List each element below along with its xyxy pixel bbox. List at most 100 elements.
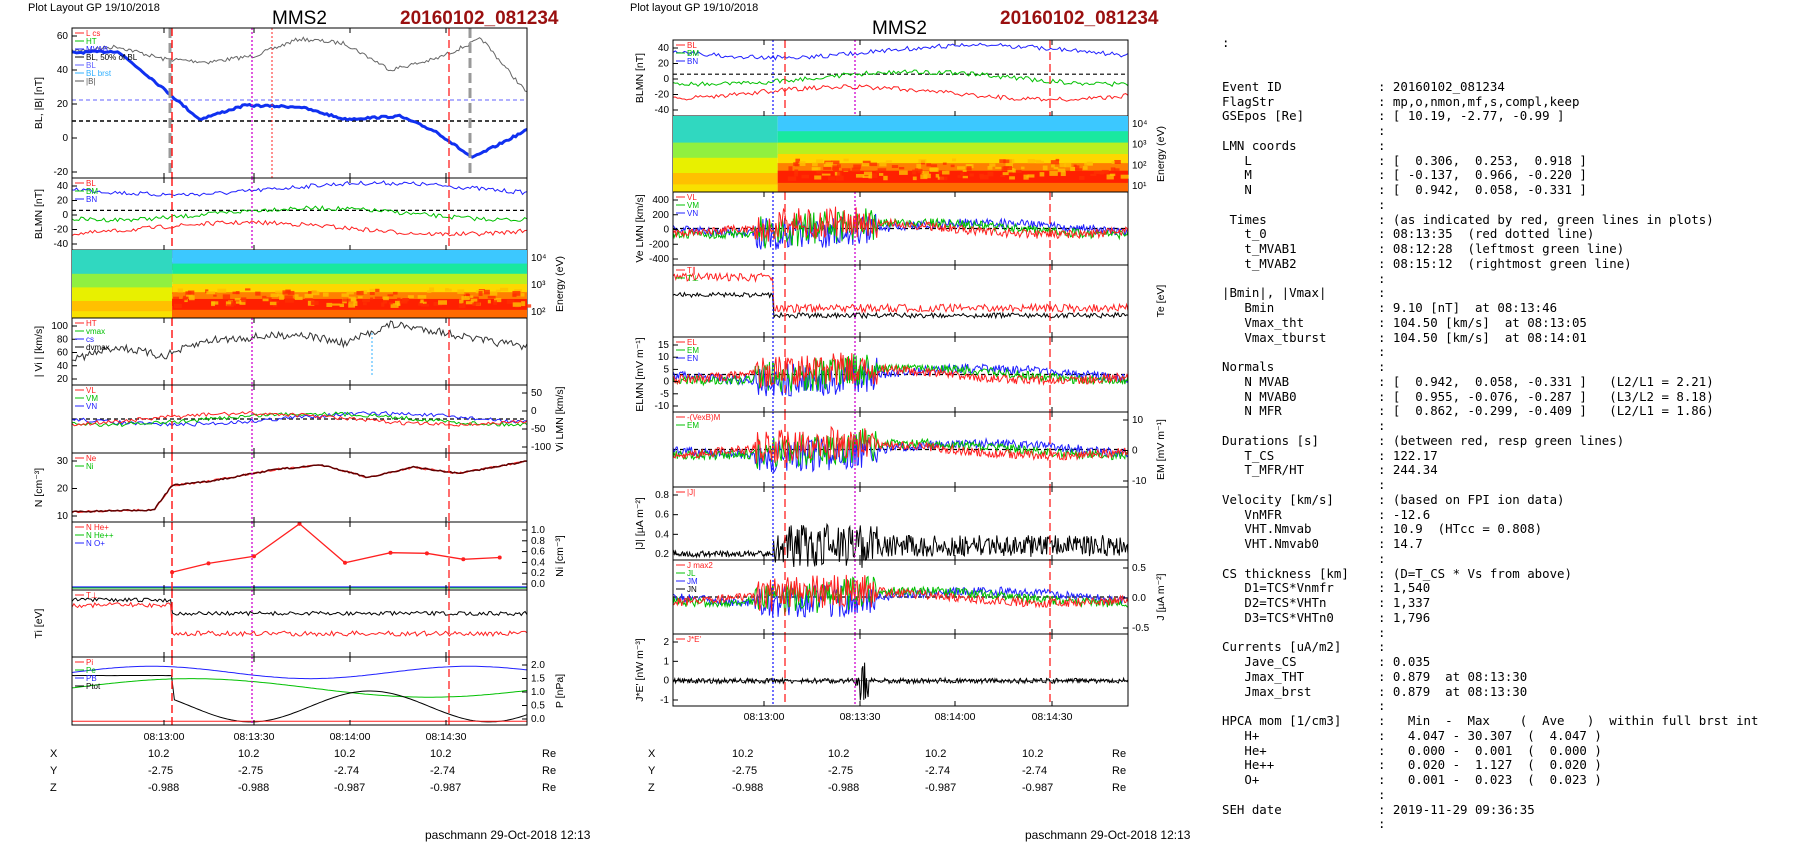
spectrogram-speck xyxy=(514,289,523,293)
info-label: VHT.Nmvab0 xyxy=(1222,536,1319,551)
spectrogram-speck xyxy=(1114,159,1121,164)
y-tick-label: 0 xyxy=(663,74,669,85)
spectrogram-speck xyxy=(275,290,283,293)
coord-label: Y xyxy=(648,765,656,777)
spectrogram-speck xyxy=(512,290,521,296)
legend-label: BM xyxy=(687,49,699,58)
time-tick-label: 08:13:30 xyxy=(840,711,881,723)
info-row: Event ID: 20160102_081234 xyxy=(1222,79,1758,95)
info-label: SEH date xyxy=(1222,801,1282,817)
spectrogram-speck xyxy=(862,160,871,165)
spectrogram-speck xyxy=(1109,173,1116,177)
spectrogram-speck xyxy=(232,291,240,295)
spectrogram-speck xyxy=(1070,167,1076,172)
spectrogram-speck xyxy=(1042,165,1048,171)
y-tick-label: -100 xyxy=(531,442,551,453)
spectrogram-speck xyxy=(957,166,966,170)
y-axis-label: EM [mV m⁻¹] xyxy=(1155,419,1167,480)
spectrogram-speck xyxy=(369,288,378,292)
info-row: Vmax_tht: 104.50 [km/s] at 08:13:05 xyxy=(1222,315,1758,331)
info-row: Normals: xyxy=(1222,359,1758,375)
info-value: : xyxy=(1378,786,1386,802)
info-label: HPCA mom [1/cm3] xyxy=(1222,713,1342,728)
y-tick-label: 0.8 xyxy=(531,536,545,547)
y-tick-label: 10 xyxy=(658,352,670,363)
info-value: : [ 0.306, 0.253, 0.918 ] xyxy=(1378,152,1587,168)
y-tick-label: 20 xyxy=(57,374,69,385)
info-value: : 4.047 - 30.307 ( 4.047 ) xyxy=(1378,727,1602,743)
spectrogram-speck xyxy=(174,303,182,308)
spectrogram-speck xyxy=(794,169,799,175)
spectrogram-speck xyxy=(957,175,962,178)
spectrogram-speck xyxy=(1111,161,1115,164)
y-axis-label: P [nPa] xyxy=(554,674,566,708)
info-row: N MVAB0: [ 0.955, -0.076, -0.287 ] (L3/L… xyxy=(1222,389,1758,405)
info-row: t_0: 08:13:35 (red dotted line) xyxy=(1222,226,1758,242)
spectrogram-speck xyxy=(177,288,184,293)
spectrogram-band xyxy=(777,131,1128,144)
info-value: : 104.50 [km/s] at 08:14:01 xyxy=(1378,329,1587,345)
series-line-1 xyxy=(672,354,1129,393)
spectrogram-band xyxy=(172,273,527,285)
spectrogram-speck xyxy=(787,176,797,181)
spectrogram-speck xyxy=(270,293,279,297)
info-row: T_MFR/HT: 244.34 xyxy=(1222,462,1758,478)
spectrogram-speck xyxy=(339,303,345,308)
spectrogram-speck xyxy=(863,171,873,176)
info-row: Times: (as indicated by red, green lines… xyxy=(1222,211,1758,228)
y-axis-label: Te [eV] xyxy=(1155,285,1167,318)
spectrogram-speck xyxy=(462,302,466,308)
spectrogram-speck xyxy=(420,299,424,304)
spectrogram-speck xyxy=(433,302,442,306)
y-tick-label: 0.0 xyxy=(531,579,545,590)
info-value: : (based on FPI ion data) xyxy=(1378,491,1565,507)
y-tick-label: -5 xyxy=(660,389,669,400)
info-label: Normals xyxy=(1222,359,1275,374)
spectrogram-speck xyxy=(1055,158,1060,162)
y-tick-label: 0 xyxy=(62,133,68,144)
legend-label: BN xyxy=(687,57,698,66)
panel-frame xyxy=(71,317,528,386)
series-line-0 xyxy=(71,180,528,197)
spectrogram-speck xyxy=(269,301,277,306)
spectrogram-speck xyxy=(966,164,974,169)
spectrogram-speck xyxy=(937,170,946,175)
info-row: L: [ 0.306, 0.253, 0.918 ] xyxy=(1222,152,1758,169)
info-row: O+: 0.001 - 0.023 ( 0.023 ) xyxy=(1222,772,1758,788)
info-label: D1=TCS*Vnmfr xyxy=(1222,580,1334,596)
spectrogram-speck xyxy=(950,164,955,168)
series-line-1 xyxy=(71,205,528,223)
y-tick-label: 10⁴ xyxy=(1132,119,1147,130)
info-value: : [ 0.942, 0.058, -0.331 ] xyxy=(1378,182,1587,197)
info-value: : xyxy=(1378,196,1386,212)
y-tick-label: 0 xyxy=(663,225,669,236)
info-value: : (D=T_CS * Vs from above) xyxy=(1378,565,1572,581)
spectrogram-speck xyxy=(1079,175,1085,180)
series-line-B xyxy=(71,36,528,93)
info-label: Vmax_tburst xyxy=(1222,329,1327,345)
spectrogram-band xyxy=(673,173,778,185)
info-label: Times xyxy=(1222,211,1267,227)
series-line-Pe xyxy=(71,678,528,698)
spectrogram-speck xyxy=(1012,169,1022,174)
series-point-He++ xyxy=(424,551,429,556)
time-tick-label: 08:14:00 xyxy=(935,711,976,723)
spectrogram-speck xyxy=(862,175,871,178)
info-value: : xyxy=(1378,698,1386,714)
time-tick-label: 08:13:00 xyxy=(744,711,785,723)
legend-label: L cs xyxy=(86,29,100,38)
y-tick-label: 10¹ xyxy=(1132,181,1147,192)
info-row: : xyxy=(1222,786,1758,803)
coord-value: 10.2 xyxy=(1022,748,1044,760)
info-row: N: [ 0.942, 0.058, -0.331 ] xyxy=(1222,182,1758,198)
spectrogram-speck xyxy=(837,171,842,177)
spectrogram-speck xyxy=(1101,169,1109,174)
spectrogram-speck xyxy=(445,288,452,292)
spectrogram-band xyxy=(72,301,173,312)
info-value: : 08:15:12 (rightmost green line) xyxy=(1378,255,1632,271)
series-line-Ni xyxy=(71,460,528,513)
info-value: : 08:13:35 (red dotted line) xyxy=(1378,226,1595,242)
spectrogram-speck xyxy=(346,291,354,295)
info-row: : xyxy=(1222,816,1758,832)
